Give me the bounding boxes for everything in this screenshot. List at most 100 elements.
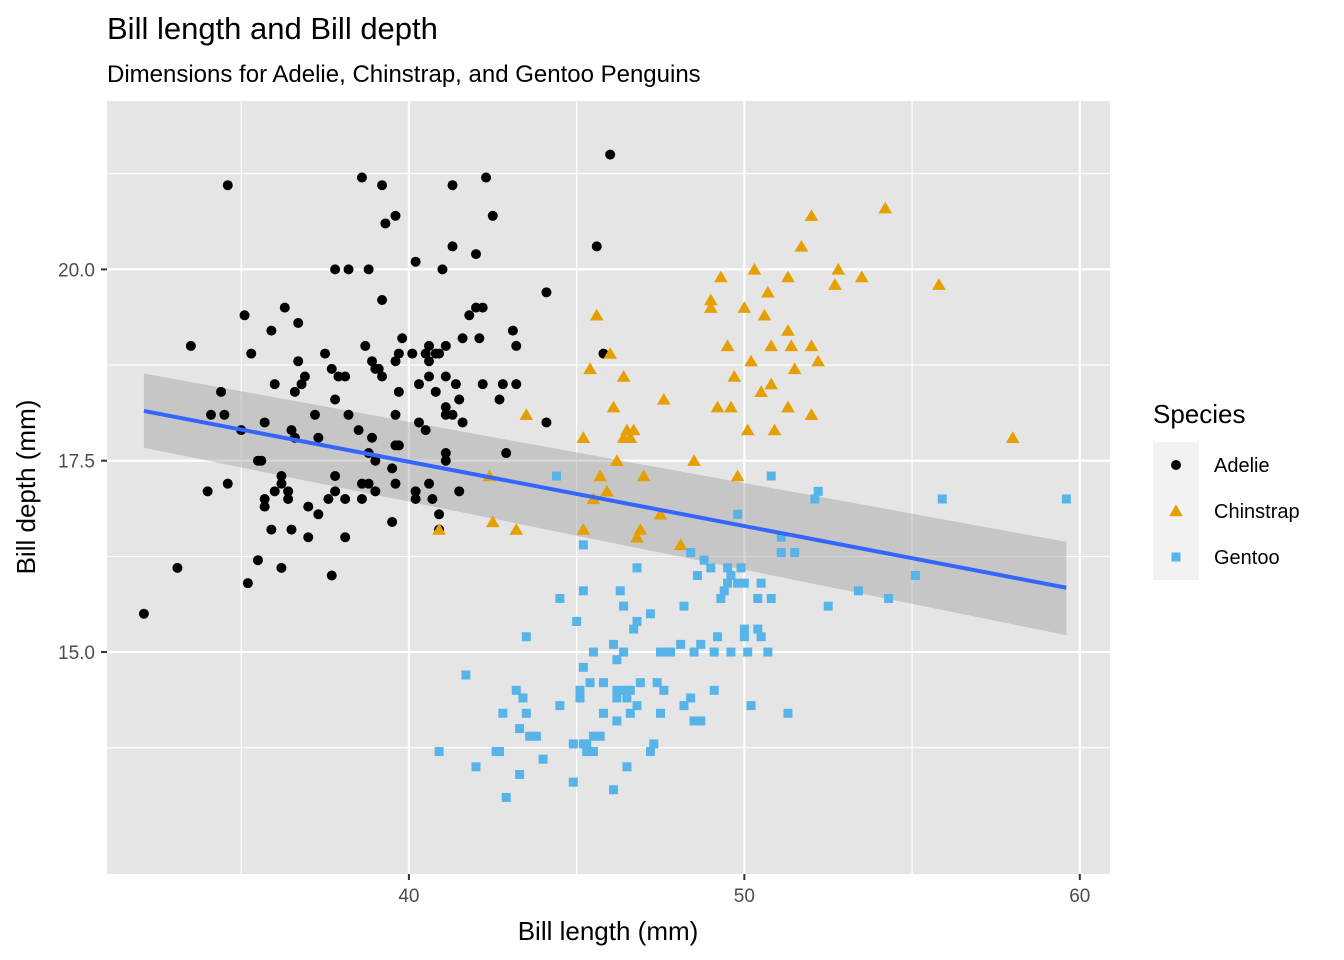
point-gentoo: [763, 647, 773, 657]
point-chinstrap: [720, 339, 735, 352]
point-adelie: [296, 379, 307, 390]
point-gentoo: [632, 701, 642, 711]
point-adelie: [541, 287, 552, 298]
point-gentoo: [726, 571, 736, 581]
point-gentoo: [619, 647, 629, 657]
chart-subtitle: Dimensions for Adelie, Chinstrap, and Ge…: [107, 61, 701, 88]
point-gentoo: [612, 716, 622, 726]
point-chinstrap: [509, 523, 524, 535]
point-chinstrap: [710, 400, 725, 413]
legend-items: Adelie Chinstrap Gentoo: [1153, 442, 1300, 580]
point-adelie: [440, 371, 451, 382]
point-chinstrap: [804, 209, 819, 222]
point-gentoo: [588, 731, 598, 741]
point-adelie: [340, 493, 351, 504]
point-chinstrap: [633, 523, 648, 535]
point-adelie: [447, 409, 458, 420]
point-chinstrap: [804, 339, 819, 352]
x-axis-ticks: 40 50 60: [398, 874, 1090, 907]
x-axis-title: Bill length (mm): [518, 916, 699, 946]
point-adelie: [309, 409, 320, 420]
point-chinstrap: [610, 454, 624, 466]
point-gentoo: [766, 471, 776, 481]
point-gentoo: [615, 586, 625, 596]
point-chinstrap: [754, 385, 768, 398]
point-gentoo: [686, 548, 696, 558]
point-adelie: [340, 532, 351, 543]
point-adelie: [138, 608, 149, 619]
point-gentoo: [783, 708, 793, 718]
point-chinstrap: [703, 301, 718, 313]
point-adelie: [410, 256, 421, 267]
point-adelie: [494, 394, 505, 405]
point-chinstrap: [576, 431, 591, 443]
point-chinstrap: [703, 293, 718, 306]
point-adelie: [393, 386, 404, 397]
point-adelie: [330, 486, 341, 497]
point-gentoo: [723, 563, 733, 573]
point-gentoo: [578, 586, 588, 596]
point-chinstrap: [878, 201, 893, 214]
point-adelie: [440, 402, 451, 413]
legend-label-adelie: Adelie: [1214, 455, 1270, 477]
point-adelie: [239, 310, 250, 321]
point-chinstrap: [599, 484, 614, 497]
point-adelie: [370, 455, 381, 466]
point-chinstrap: [932, 278, 946, 290]
point-adelie: [363, 264, 374, 275]
y-tick-label: 17.5: [58, 452, 95, 473]
point-adelie: [380, 218, 391, 229]
legend-label-gentoo: Gentoo: [1214, 547, 1280, 569]
point-gentoo: [689, 716, 699, 726]
point-gentoo: [655, 647, 665, 657]
point-gentoo: [706, 563, 716, 573]
point-adelie: [440, 340, 451, 351]
point-gentoo: [696, 716, 706, 726]
point-adelie: [219, 409, 230, 420]
legend-item-adelie: Adelie: [1171, 455, 1270, 477]
point-adelie: [420, 425, 431, 436]
point-adelie: [330, 471, 341, 482]
point-adelie: [172, 562, 183, 573]
point-adelie: [447, 241, 458, 252]
point-gentoo: [612, 693, 622, 703]
point-gentoo: [853, 586, 863, 596]
point-adelie: [222, 478, 233, 489]
point-adelie: [420, 348, 431, 359]
point-adelie: [279, 302, 290, 313]
point-adelie: [477, 302, 488, 313]
point-gentoo: [790, 548, 800, 558]
point-gentoo: [733, 578, 743, 588]
point-adelie: [286, 524, 297, 535]
point-chinstrap: [653, 507, 668, 520]
point-gentoo: [625, 685, 635, 695]
point-adelie: [377, 180, 388, 191]
point-gentoo: [679, 701, 689, 711]
point-adelie: [487, 210, 498, 221]
point-chinstrap: [737, 301, 752, 313]
point-gentoo: [733, 509, 743, 519]
point-chinstrap: [589, 308, 604, 321]
point-adelie: [276, 471, 287, 482]
point-gentoo: [552, 471, 562, 481]
point-adelie: [481, 172, 492, 183]
point-gentoo: [531, 731, 541, 741]
x-tick-label: 50: [734, 886, 755, 907]
point-gentoo: [753, 624, 763, 634]
point-gentoo: [521, 632, 531, 642]
point-gentoo: [709, 685, 719, 695]
point-gentoo: [776, 548, 786, 558]
y-tick-label: 15.0: [58, 643, 95, 664]
x-tick-label: 60: [1069, 886, 1090, 907]
point-gentoo: [538, 754, 548, 764]
point-chinstrap: [764, 377, 779, 390]
point-adelie: [410, 493, 421, 504]
point-chinstrap: [781, 270, 795, 283]
point-gentoo: [612, 655, 622, 665]
point-chinstrap: [626, 423, 641, 436]
point-adelie: [501, 448, 512, 459]
point-adelie: [252, 555, 263, 566]
point-chinstrap: [576, 523, 591, 535]
point-gentoo: [739, 632, 749, 642]
